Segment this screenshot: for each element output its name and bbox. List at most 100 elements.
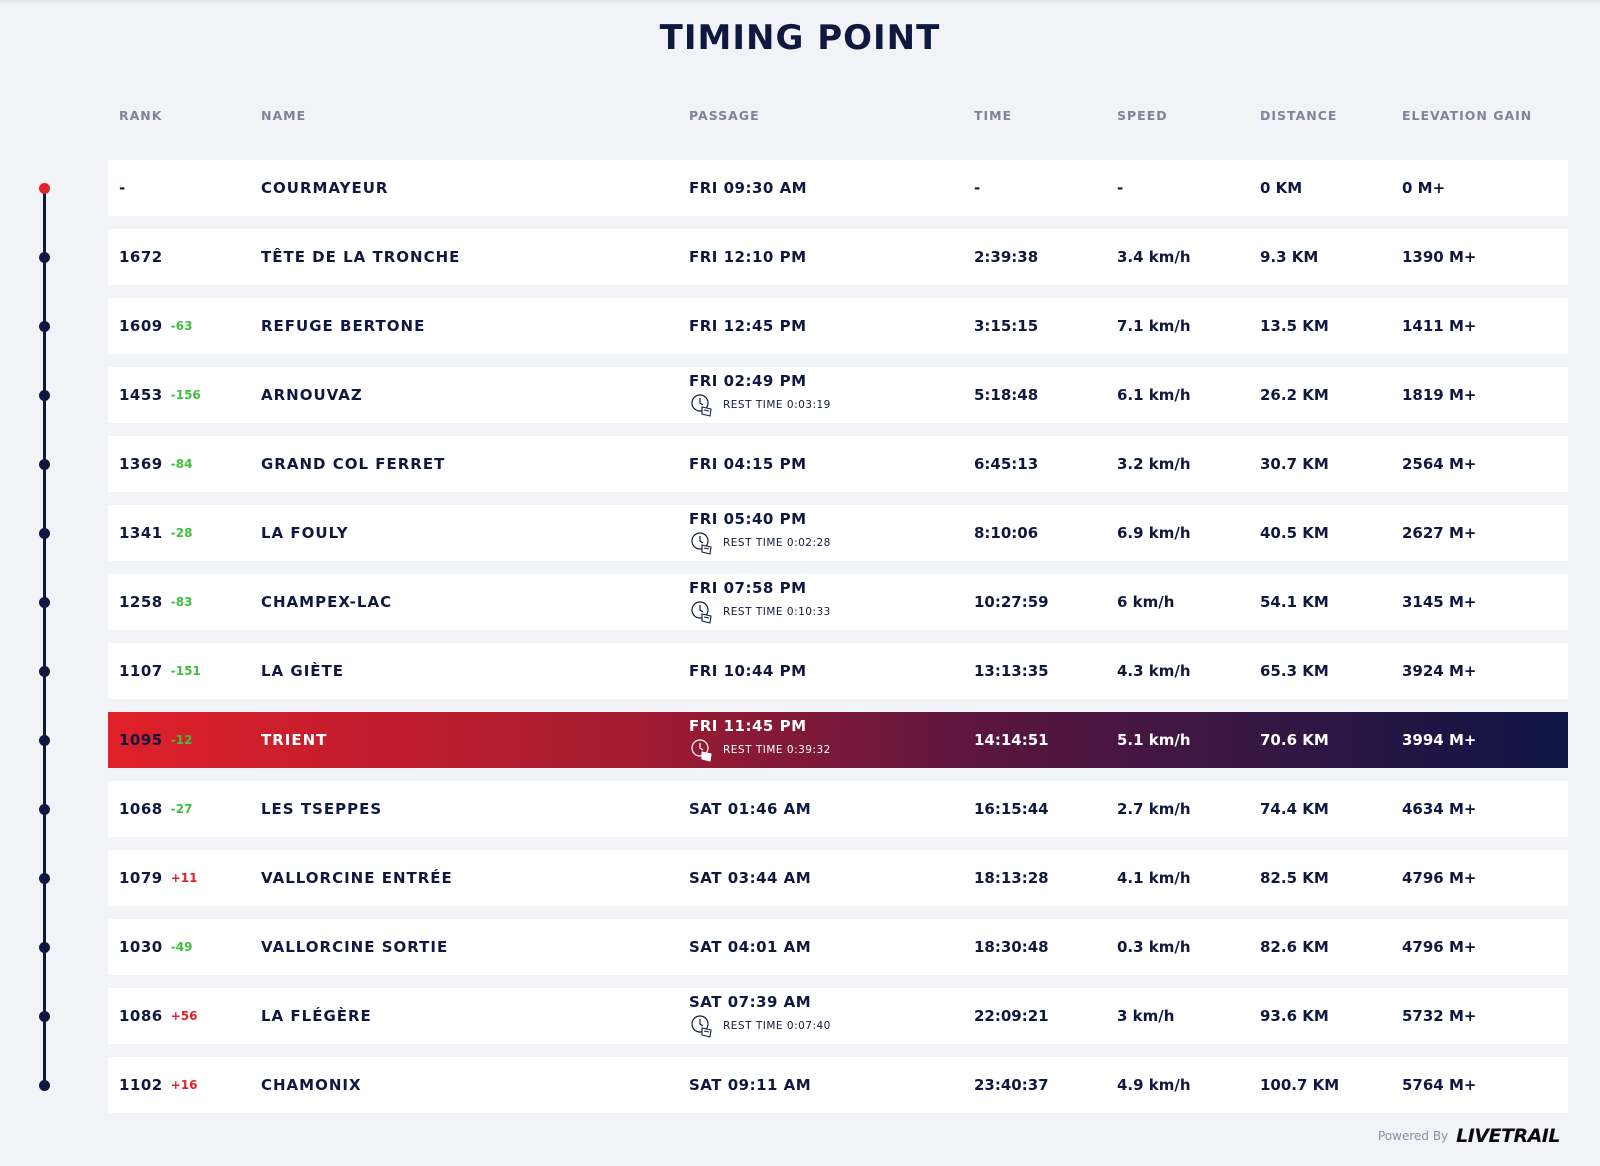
rest-time-label: REST TIME 0:03:19 — [723, 399, 831, 411]
distance-value: 30.7 KM — [1260, 455, 1329, 473]
passage-cell: FRI 12:45 PM — [689, 298, 807, 354]
elapsed-time: 16:15:44 — [974, 800, 1049, 818]
passage-cell: FRI 05:40 PM REST TIME 0:02:28 — [689, 505, 831, 561]
timing-point-name: VALLORCINE SORTIE — [261, 938, 449, 956]
column-header-passage: PASSAGE — [689, 108, 760, 123]
rank-change: -84 — [170, 457, 193, 471]
elapsed-time: 18:13:28 — [974, 869, 1049, 887]
timing-point-name: LA GIÈTE — [261, 662, 345, 680]
rank-value: 1095 — [119, 731, 163, 749]
distance-value: 0 KM — [1260, 179, 1303, 197]
elevation-gain-value: 3994 M+ — [1402, 731, 1477, 749]
timeline-dot — [39, 666, 50, 677]
timeline-dot — [39, 321, 50, 332]
timeline-dot — [39, 735, 50, 746]
rank-change: -156 — [170, 388, 201, 402]
distance-value: 13.5 KM — [1260, 317, 1329, 335]
rest-time: REST TIME 0:39:32 — [689, 737, 831, 763]
rank-change: -27 — [170, 802, 193, 816]
livetrail-logo[interactable]: LIVETRAIL — [1456, 1125, 1560, 1147]
passage-time: FRI 02:49 PM — [689, 372, 807, 390]
rank-cell: 1068 -27 — [119, 781, 192, 837]
rank-value: 1079 — [119, 869, 163, 887]
table-header: RANK NAME PASSAGE TIME SPEED DISTANCE EL… — [108, 108, 1568, 128]
passage-time: SAT 04:01 AM — [689, 938, 812, 956]
speed-value: 5.1 km/h — [1117, 731, 1191, 749]
timing-point-row[interactable]: 1369 -84 GRAND COL FERRET FRI 04:15 PM 6… — [108, 436, 1568, 492]
rest-time-label: REST TIME 0:02:28 — [723, 537, 831, 549]
timing-point-row[interactable]: 1079 +11 VALLORCINE ENTRÉE SAT 03:44 AM … — [108, 850, 1568, 906]
timeline-dot — [39, 528, 50, 539]
page-title: TIMING POINT — [659, 18, 941, 58]
distance-value: 70.6 KM — [1260, 731, 1329, 749]
rank-cell: 1672 — [119, 229, 171, 285]
speed-value: 7.1 km/h — [1117, 317, 1191, 335]
timing-point-row[interactable]: - COURMAYEUR FRI 09:30 AM - - 0 KM 0 M+ — [108, 160, 1568, 216]
passage-time: FRI 10:44 PM — [689, 662, 807, 680]
timing-point-name: LA FOULY — [261, 524, 349, 542]
passage-time: SAT 07:39 AM — [689, 993, 812, 1011]
speed-value: 4.9 km/h — [1117, 1076, 1191, 1094]
timing-point-row[interactable]: 1086 +56 LA FLÉGÈRE SAT 07:39 AM REST TI… — [108, 988, 1568, 1044]
timing-point-row[interactable]: 1609 -63 REFUGE BERTONE FRI 12:45 PM 3:1… — [108, 298, 1568, 354]
timing-point-name: ARNOUVAZ — [261, 386, 363, 404]
passage-cell: FRI 11:45 PM REST TIME 0:39:32 — [689, 712, 831, 768]
timing-point-name: LES TSEPPES — [261, 800, 383, 818]
elapsed-time: 3:15:15 — [974, 317, 1039, 335]
rank-value: 1107 — [119, 662, 163, 680]
passage-time: FRI 12:45 PM — [689, 317, 807, 335]
timing-point-row[interactable]: 1030 -49 VALLORCINE SORTIE SAT 04:01 AM … — [108, 919, 1568, 975]
timing-point-row[interactable]: 1453 -156 ARNOUVAZ FRI 02:49 PM REST TIM… — [108, 367, 1568, 423]
distance-value: 82.6 KM — [1260, 938, 1329, 956]
rank-value: 1341 — [119, 524, 163, 542]
elapsed-time: - — [974, 179, 981, 197]
timing-point-row[interactable]: 1341 -28 LA FOULY FRI 05:40 PM REST TIME… — [108, 505, 1568, 561]
elevation-gain-value: 1411 M+ — [1402, 317, 1477, 335]
timing-point-row[interactable]: 1672 TÊTE DE LA TRONCHE FRI 12:10 PM 2:3… — [108, 229, 1568, 285]
rank-change: -151 — [170, 664, 201, 678]
rest-time-label: REST TIME 0:39:32 — [723, 744, 831, 756]
rest-time: REST TIME 0:10:33 — [689, 599, 831, 625]
rest-time: REST TIME 0:02:28 — [689, 530, 831, 556]
timing-point-row[interactable]: 1258 -83 CHAMPEX-LAC FRI 07:58 PM REST T… — [108, 574, 1568, 630]
timing-point-name: REFUGE BERTONE — [261, 317, 426, 335]
elapsed-time: 23:40:37 — [974, 1076, 1049, 1094]
passage-time: FRI 09:30 AM — [689, 179, 808, 197]
rank-change: -83 — [170, 595, 193, 609]
rest-time: REST TIME 0:03:19 — [689, 392, 831, 418]
passage-cell: SAT 07:39 AM REST TIME 0:07:40 — [689, 988, 831, 1044]
speed-value: 2.7 km/h — [1117, 800, 1191, 818]
rank-change: -12 — [170, 733, 193, 747]
rank-cell: - — [119, 160, 134, 216]
rank-change: -49 — [170, 940, 193, 954]
column-header-distance: DISTANCE — [1260, 108, 1338, 123]
clock-rest-icon — [691, 1015, 712, 1038]
rank-cell: 1030 -49 — [119, 919, 192, 975]
timing-point-name: COURMAYEUR — [261, 179, 389, 197]
passage-cell: FRI 09:30 AM — [689, 160, 807, 216]
passage-cell: SAT 01:46 AM — [689, 781, 811, 837]
rank-cell: 1258 -83 — [119, 574, 192, 630]
passage-cell: SAT 04:01 AM — [689, 919, 811, 975]
elevation-gain-value: 1390 M+ — [1402, 248, 1477, 266]
passage-cell: FRI 12:10 PM — [689, 229, 807, 285]
timeline-dot — [39, 1011, 50, 1022]
timing-point-row[interactable]: 1095 -12 TRIENT FRI 11:45 PM REST TIME 0… — [108, 712, 1568, 768]
rank-change: -28 — [170, 526, 193, 540]
elevation-gain-value: 5732 M+ — [1402, 1007, 1477, 1025]
rank-cell: 1079 +11 — [119, 850, 198, 906]
column-header-time: TIME — [974, 108, 1013, 123]
rank-cell: 1086 +56 — [119, 988, 198, 1044]
rank-cell: 1609 -63 — [119, 298, 192, 354]
distance-value: 82.5 KM — [1260, 869, 1329, 887]
timing-point-row[interactable]: 1107 -151 LA GIÈTE FRI 10:44 PM 13:13:35… — [108, 643, 1568, 699]
timeline-dot — [39, 252, 50, 263]
rank-value: 1030 — [119, 938, 163, 956]
elapsed-time: 13:13:35 — [974, 662, 1049, 680]
timing-point-row[interactable]: 1102 +16 CHAMONIX SAT 09:11 AM 23:40:37 … — [108, 1057, 1568, 1113]
column-header-rank: RANK — [119, 108, 163, 123]
timeline-start-dot — [39, 183, 50, 194]
elevation-gain-value: 0 M+ — [1402, 179, 1446, 197]
rank-cell: 1102 +16 — [119, 1057, 198, 1113]
timing-point-row[interactable]: 1068 -27 LES TSEPPES SAT 01:46 AM 16:15:… — [108, 781, 1568, 837]
